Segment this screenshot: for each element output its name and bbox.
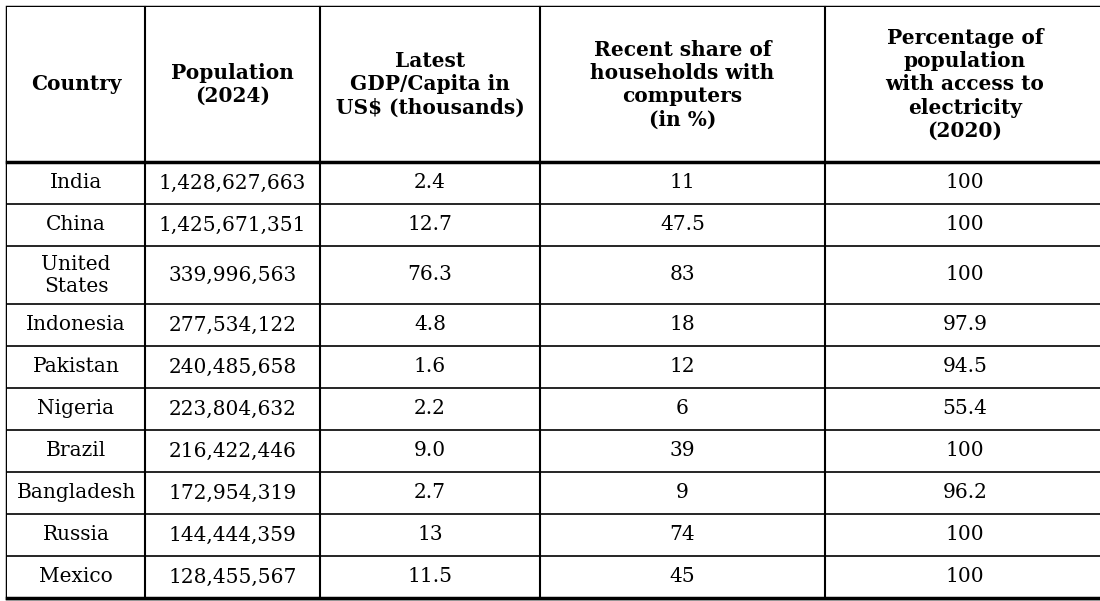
Text: 100: 100 <box>946 567 984 587</box>
Bar <box>7 204 1100 246</box>
Text: 45: 45 <box>670 567 695 587</box>
Text: 18: 18 <box>670 316 695 335</box>
Text: United
States: United States <box>42 254 111 296</box>
Bar <box>7 246 1100 304</box>
Bar <box>7 304 1100 346</box>
Bar <box>7 514 1100 556</box>
Text: 2.4: 2.4 <box>414 174 446 192</box>
Bar <box>7 388 1100 430</box>
Text: India: India <box>50 174 102 192</box>
Text: 172,954,319: 172,954,319 <box>168 483 297 502</box>
Text: 4.8: 4.8 <box>414 316 446 335</box>
Text: Country: Country <box>31 75 121 94</box>
Text: 12.7: 12.7 <box>408 216 452 234</box>
Text: Population
(2024): Population (2024) <box>172 63 294 106</box>
Text: Recent share of
households with
computers
(in %): Recent share of households with computer… <box>591 40 774 129</box>
Text: Latest
GDP/Capita in
US$ (thousands): Latest GDP/Capita in US$ (thousands) <box>336 51 525 118</box>
Bar <box>7 346 1100 388</box>
Text: Indonesia: Indonesia <box>26 316 125 335</box>
Text: Nigeria: Nigeria <box>37 400 114 418</box>
Text: 9.0: 9.0 <box>414 442 447 460</box>
Text: 223,804,632: 223,804,632 <box>168 400 296 418</box>
Text: 100: 100 <box>946 266 984 284</box>
Text: 1,425,671,351: 1,425,671,351 <box>158 216 306 234</box>
Bar <box>7 430 1100 472</box>
Text: Mexico: Mexico <box>40 567 113 587</box>
Text: 128,455,567: 128,455,567 <box>168 567 297 587</box>
Text: Pakistan: Pakistan <box>33 358 120 376</box>
Text: 11.5: 11.5 <box>407 567 452 587</box>
Text: 2.7: 2.7 <box>414 483 446 502</box>
Text: 55.4: 55.4 <box>943 400 988 418</box>
Bar <box>7 472 1100 514</box>
Text: 13: 13 <box>417 525 443 545</box>
Text: 144,444,359: 144,444,359 <box>168 525 296 545</box>
Text: Brazil: Brazil <box>46 442 106 460</box>
Text: 1.6: 1.6 <box>414 358 447 376</box>
Text: 83: 83 <box>670 266 695 284</box>
Bar <box>7 162 1100 204</box>
Text: 12: 12 <box>670 358 695 376</box>
Text: 100: 100 <box>946 174 984 192</box>
Text: 1,428,627,663: 1,428,627,663 <box>158 174 306 192</box>
Text: 100: 100 <box>946 525 984 545</box>
Text: 277,534,122: 277,534,122 <box>168 316 297 335</box>
Text: 100: 100 <box>946 442 984 460</box>
Bar <box>7 556 1100 598</box>
Text: 9: 9 <box>676 483 689 502</box>
Text: Bangladesh: Bangladesh <box>16 483 135 502</box>
Text: 76.3: 76.3 <box>408 266 452 284</box>
Text: 240,485,658: 240,485,658 <box>168 358 297 376</box>
Text: 97.9: 97.9 <box>943 316 988 335</box>
Text: 74: 74 <box>670 525 695 545</box>
Text: 216,422,446: 216,422,446 <box>168 442 296 460</box>
Text: 339,996,563: 339,996,563 <box>168 266 297 284</box>
Text: Percentage of
population
with access to
electricity
(2020): Percentage of population with access to … <box>886 28 1044 141</box>
Text: 2.2: 2.2 <box>414 400 446 418</box>
Text: Russia: Russia <box>43 525 110 545</box>
Text: 6: 6 <box>676 400 689 418</box>
Text: 100: 100 <box>946 216 984 234</box>
Bar <box>7 7 1100 162</box>
Text: 11: 11 <box>670 174 695 192</box>
Text: 47.5: 47.5 <box>660 216 705 234</box>
Text: 94.5: 94.5 <box>943 358 988 376</box>
Text: 39: 39 <box>670 442 695 460</box>
Text: China: China <box>46 216 106 234</box>
Text: 96.2: 96.2 <box>943 483 988 502</box>
